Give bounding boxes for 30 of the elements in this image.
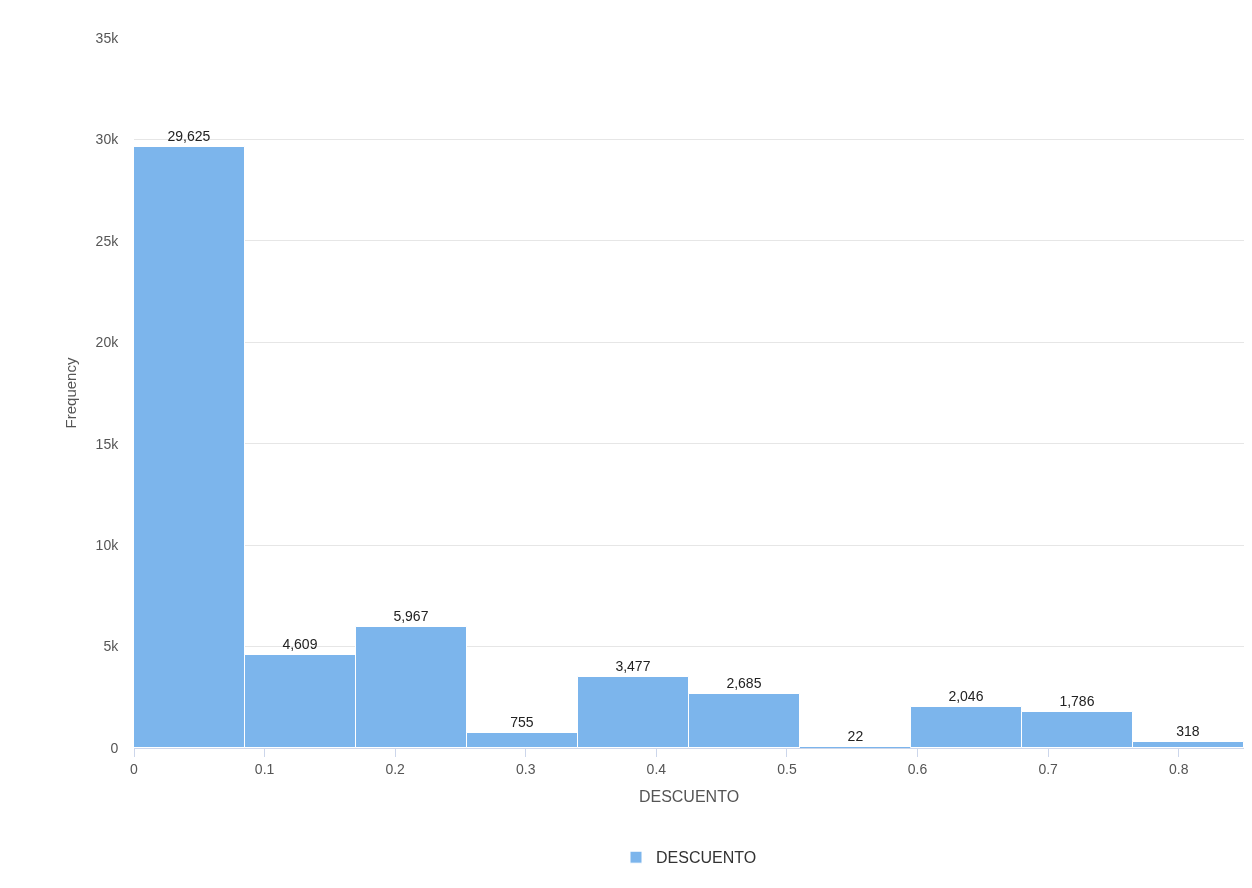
data-label: 318 xyxy=(1176,722,1200,739)
data-label: 29,625 xyxy=(167,127,211,144)
data-label: 22 xyxy=(847,728,864,744)
x-tick-label: 0.3 xyxy=(516,760,536,777)
data-label: 2,685 xyxy=(726,674,762,691)
x-axis-title: DESCUENTO xyxy=(638,788,740,806)
data-label: 1,786 xyxy=(1059,692,1095,709)
x-tick-label: 0.1 xyxy=(254,760,275,777)
y-tick-label: 30k xyxy=(95,131,120,148)
y-tick-label: 15k xyxy=(95,435,120,452)
data-label: 4,609 xyxy=(282,635,318,652)
x-tick-label: 0.6 xyxy=(907,760,928,777)
data-label: 3,477 xyxy=(615,657,651,674)
legend-label: DESCUENTO xyxy=(656,849,757,867)
x-tick-label: 0.5 xyxy=(777,760,797,777)
x-tick-label: 0 xyxy=(130,760,139,777)
data-label: 755 xyxy=(510,713,534,730)
x-tick-label: 0.2 xyxy=(385,760,406,777)
x-tick-label: 0.8 xyxy=(1168,760,1189,777)
x-tick-label: 0.4 xyxy=(646,760,667,777)
y-axis-title: Frequency xyxy=(61,357,79,429)
y-tick-label: 35k xyxy=(95,29,120,46)
y-tick-label: 20k xyxy=(95,334,120,351)
x-tick-label: 0.7 xyxy=(1038,760,1059,777)
data-label: 2,046 xyxy=(948,687,984,704)
y-tick-label: 5k xyxy=(103,638,120,655)
data-label: 5,967 xyxy=(393,607,429,624)
y-tick-label: 25k xyxy=(95,232,120,249)
y-tick-label: 0 xyxy=(110,739,119,756)
y-tick-label: 10k xyxy=(95,537,120,554)
